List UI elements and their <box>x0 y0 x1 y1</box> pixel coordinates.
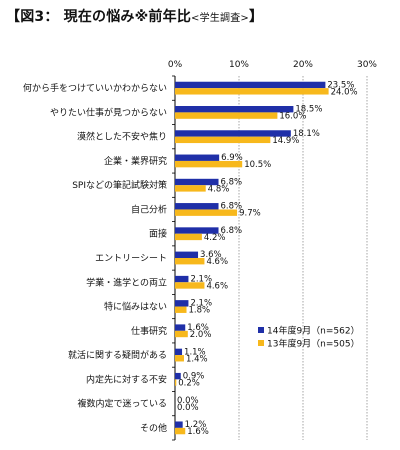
category-label: SPIなどの筆記試験対策 <box>72 179 167 191</box>
bar-fy2014 <box>175 130 291 137</box>
bar-fy2013 <box>175 330 188 338</box>
data-label-fy2014: 6.9% <box>221 153 243 163</box>
data-label-fy2014: 23.5% <box>327 80 354 90</box>
data-label-fy2013: 24.0% <box>331 87 358 97</box>
title-sub: <学生調査> <box>191 13 249 24</box>
bar-fy2014 <box>175 203 219 210</box>
category-label: やりたい仕事が見つからない <box>50 106 167 118</box>
legend-entry: 13年度9月（n=505） <box>267 338 360 350</box>
category-label: 仕事研究 <box>131 325 167 337</box>
bar-fy2014 <box>175 178 219 186</box>
bar-fy2014 <box>175 275 189 283</box>
data-label-fy2013: 1.8% <box>189 306 211 316</box>
bar-fy2014 <box>175 227 219 234</box>
bar-fy2014 <box>175 251 199 258</box>
data-label-fy2013: 4.2% <box>204 233 226 243</box>
category-label: エントリーシート <box>95 254 167 264</box>
data-label-fy2013: 2.0% <box>190 330 212 340</box>
bar-fy2014 <box>175 81 326 89</box>
data-label-fy2013: 0.0% <box>177 403 199 413</box>
category-label: 内定先に対する不安 <box>86 373 167 385</box>
category-label: 就活に関する疑問がある <box>68 349 167 361</box>
bar-fy2014 <box>175 300 189 307</box>
bar-fy2014 <box>175 154 220 161</box>
data-label-fy2014: 2.1% <box>190 299 212 309</box>
data-label-fy2014: 1.2% <box>185 420 207 430</box>
data-label-fy2013: 1.6% <box>187 427 209 437</box>
category-label: 複数内定で迷っている <box>77 398 167 410</box>
bar-fy2013 <box>175 233 202 241</box>
data-label-fy2014: 6.8% <box>221 177 243 187</box>
bar-fy2014 <box>175 372 181 380</box>
x-tick-label: 0% <box>168 60 183 70</box>
title-main: 【図3： 現在の悩み※前年比 <box>6 9 192 25</box>
x-tick-label: 20% <box>293 60 313 70</box>
bar-fy2014 <box>175 348 183 356</box>
legend-entry: 14年度9月（n=562） <box>267 325 360 337</box>
bar-fy2014 <box>175 324 186 331</box>
chart-title: 【図3： 現在の悩み※前年比<学生調査>】 <box>6 6 263 26</box>
category-label: 面接 <box>149 228 167 240</box>
data-label-fy2014: 0.0% <box>177 396 199 406</box>
data-label-fy2013: 4.8% <box>208 184 230 194</box>
data-label-fy2014: 18.1% <box>293 129 320 139</box>
bar-fy2013 <box>175 258 205 265</box>
category-label: 漠然とした不安や焦り <box>77 131 167 143</box>
category-label: 企業・業界研究 <box>104 155 167 167</box>
data-label-fy2013: 4.6% <box>206 281 228 291</box>
data-label-fy2014: 1.6% <box>187 323 209 333</box>
data-label-fy2013: 16.0% <box>279 112 306 122</box>
data-label-fy2014: 18.5% <box>295 105 322 115</box>
data-label-fy2014: 6.8% <box>221 202 243 212</box>
data-label-fy2014: 2.1% <box>190 274 212 284</box>
data-label-fy2013: 1.4% <box>186 354 208 364</box>
legend-swatch <box>258 327 264 333</box>
title-end: 】 <box>249 9 264 25</box>
category-label: 学業・進学との両立 <box>86 276 167 288</box>
bar-fy2013 <box>175 136 271 144</box>
bar-fy2013 <box>175 355 184 362</box>
bar-fy2014 <box>175 106 294 113</box>
data-label-fy2013: 14.9% <box>272 136 299 146</box>
data-label-fy2013: 10.5% <box>244 160 271 170</box>
data-label-fy2014: 0.9% <box>183 372 205 382</box>
data-label-fy2014: 6.8% <box>221 226 243 236</box>
bar-fy2013 <box>175 306 187 313</box>
legend-swatch <box>258 340 264 346</box>
data-label-fy2014: 3.6% <box>200 250 222 260</box>
bar-fy2014 <box>175 421 183 428</box>
bar-fy2013 <box>175 88 329 95</box>
bar-fy2013 <box>175 209 238 216</box>
category-label: 自己分析 <box>131 203 167 215</box>
bar-fy2013 <box>175 379 177 386</box>
bar-fy2013 <box>175 282 205 289</box>
bar-fy2013 <box>175 160 243 168</box>
data-label-fy2013: 9.7% <box>239 209 261 219</box>
bar-fy2013 <box>175 112 278 119</box>
data-label-fy2013: 4.6% <box>206 257 228 267</box>
x-tick-label: 10% <box>229 60 249 70</box>
bar-fy2013 <box>175 185 206 192</box>
category-label: 何から手をつけていいかわからない <box>23 82 167 94</box>
category-label: 特に悩みはない <box>104 301 167 313</box>
x-tick-label: 30% <box>357 60 377 70</box>
data-label-fy2014: 1.1% <box>184 347 206 357</box>
bar-fy2013 <box>175 427 186 435</box>
data-label-fy2013: 0.2% <box>178 379 200 389</box>
category-label: その他 <box>140 422 167 434</box>
